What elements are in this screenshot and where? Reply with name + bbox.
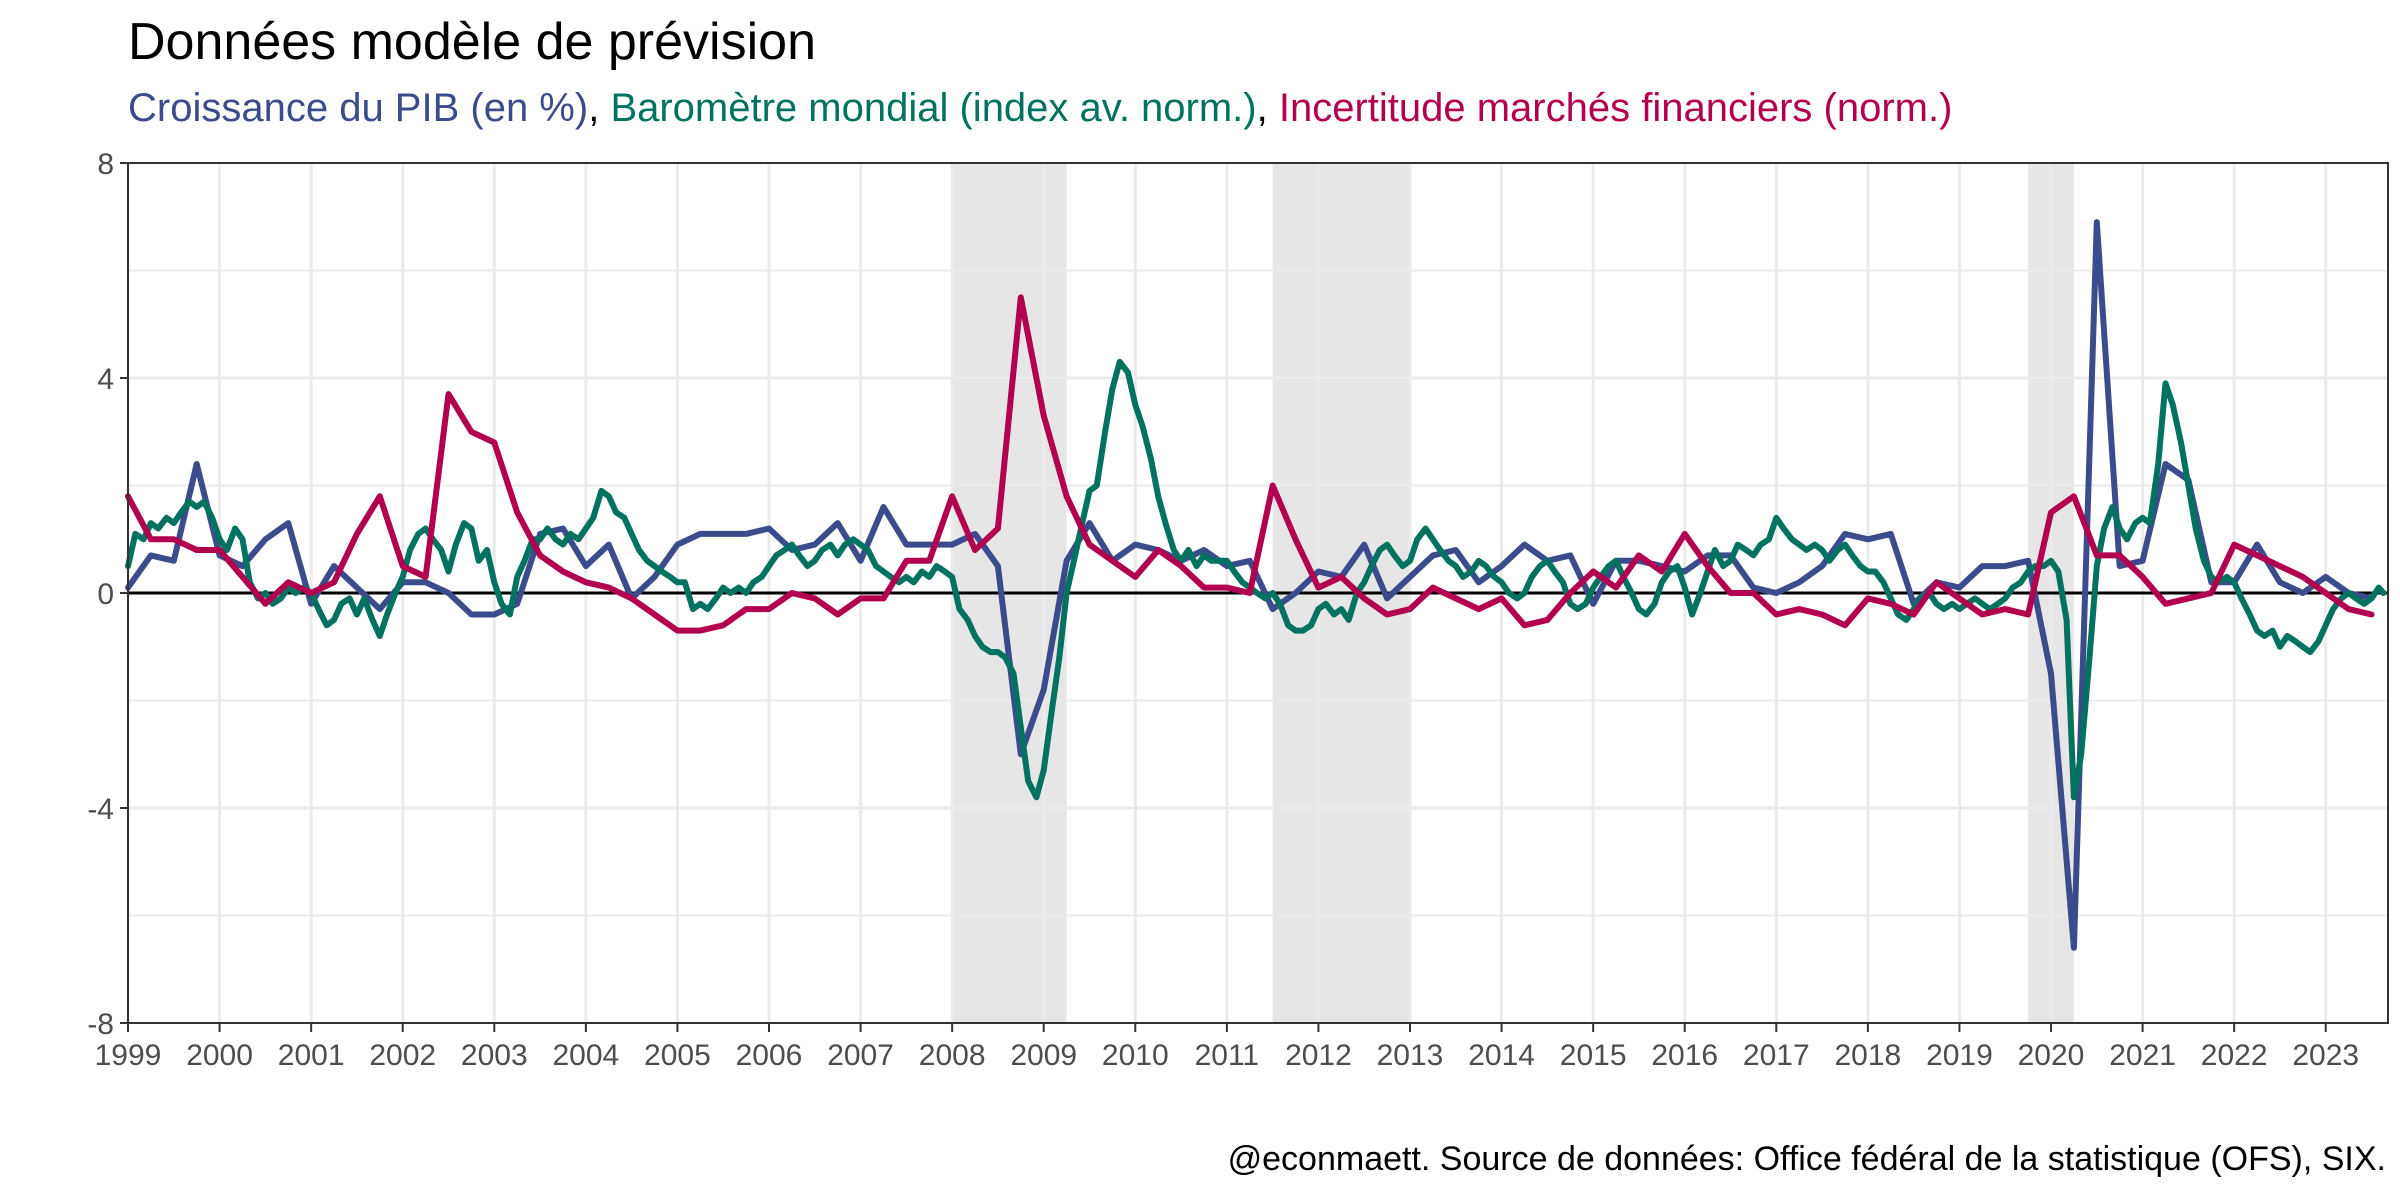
x-tick-label-1: 2000 (186, 1039, 253, 1072)
subtitle-part-2: Baromètre mondial (index av. norm.) (610, 86, 1257, 130)
x-tick-label-20: 2019 (1926, 1039, 1993, 1072)
x-tick-label-13: 2012 (1285, 1039, 1352, 1072)
x-tick-label-16: 2015 (1560, 1039, 1627, 1072)
x-tick-label-14: 2013 (1377, 1039, 1444, 1072)
series-lines (125, 219, 2387, 951)
y-tick-label-0: -8 (87, 1008, 114, 1041)
x-tick-label-0: 1999 (95, 1039, 162, 1072)
x-tick-label-23: 2022 (2201, 1039, 2268, 1072)
subtitle-part-4: Incertitude marchés financiers (norm.) (1278, 86, 1953, 130)
chart-title: Données modèle de prévision (128, 13, 816, 71)
x-tick-label-2: 2001 (278, 1039, 345, 1072)
x-tick-label-24: 2023 (2292, 1039, 2359, 1072)
y-tick-label-2: 0 (97, 578, 114, 611)
y-tick-labels: -8 -4 0 4 8 (87, 148, 128, 1041)
x-tick-label-9: 2008 (919, 1039, 986, 1072)
x-tick-label-22: 2021 (2109, 1039, 2176, 1072)
x-tick-label-12: 2011 (1195, 1039, 1260, 1072)
x-tick-label-6: 2005 (644, 1039, 711, 1072)
x-tick-label-10: 2009 (1010, 1039, 1077, 1072)
series-line-0 (125, 219, 2375, 951)
series-line-2 (125, 294, 2375, 634)
subtitle-part-3: , (1256, 86, 1279, 130)
x-tick-label-8: 2007 (827, 1039, 894, 1072)
line-chart: -8 -4 0 4 8 1999 2000 2001 2002 2003 2004 2005 2006… (87, 148, 2389, 1072)
source-caption: @econmaett. Source de données: Office fé… (1227, 1140, 2386, 1178)
y-tick-label-4: 8 (97, 148, 114, 181)
x-tick-label-19: 2018 (1834, 1039, 1901, 1072)
x-tick-label-4: 2003 (461, 1039, 528, 1072)
y-tick-label-1: -4 (87, 793, 114, 826)
series-line-1 (125, 358, 2387, 801)
subtitle-part-1: , (588, 86, 611, 130)
chart-subtitle-legend: Croissance du PIB (en %), Baromètre mond… (128, 86, 1952, 131)
subtitle-part-0: Croissance du PIB (en %) (128, 86, 589, 130)
x-tick-label-17: 2016 (1651, 1039, 1718, 1072)
x-tick-label-3: 2002 (369, 1039, 436, 1072)
x-tick-labels: 1999 2000 2001 2002 2003 2004 2005 2006 2007 2008… (95, 1023, 2359, 1072)
x-tick-label-18: 2017 (1743, 1039, 1810, 1072)
x-tick-label-7: 2006 (736, 1039, 803, 1072)
x-tick-label-11: 2010 (1102, 1039, 1169, 1072)
x-tick-label-15: 2014 (1468, 1039, 1535, 1072)
x-tick-label-5: 2004 (552, 1039, 619, 1072)
grid-lines (126, 163, 2388, 1023)
y-tick-label-3: 4 (97, 363, 114, 396)
x-tick-label-21: 2020 (2018, 1039, 2085, 1072)
